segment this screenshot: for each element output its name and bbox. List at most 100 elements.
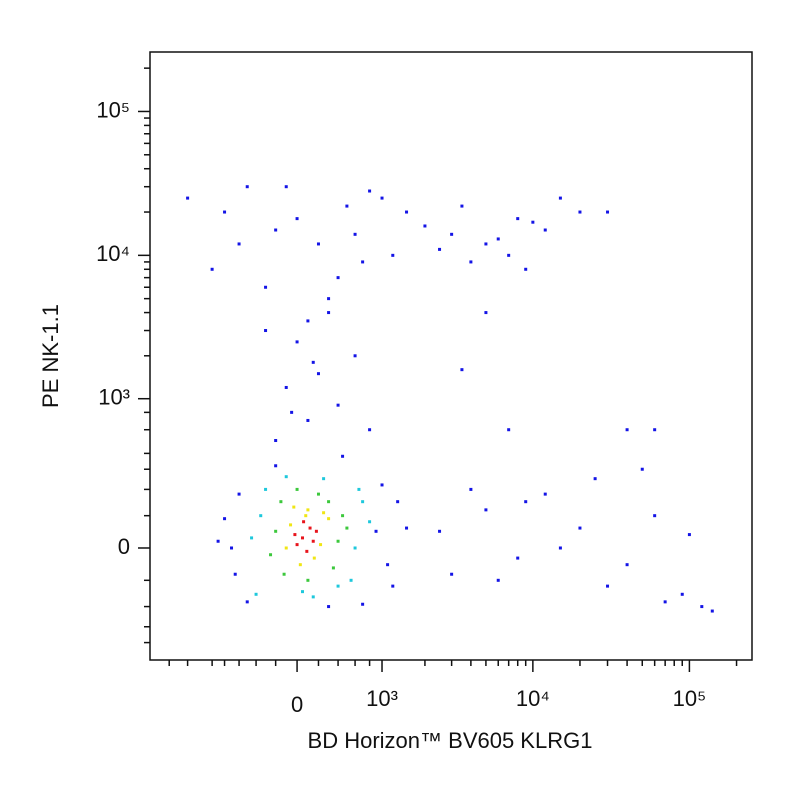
data-point	[469, 260, 473, 264]
data-point	[361, 260, 365, 264]
data-point	[295, 340, 299, 344]
data-point	[391, 253, 395, 257]
data-point	[306, 508, 310, 512]
data-point	[295, 487, 299, 491]
data-point	[345, 204, 349, 208]
data-point	[289, 523, 293, 527]
data-point	[245, 185, 249, 189]
data-point	[341, 454, 345, 458]
data-point	[316, 372, 320, 376]
data-point	[349, 578, 353, 582]
data-point	[274, 464, 278, 468]
data-point	[496, 578, 500, 582]
data-point	[327, 500, 331, 504]
plot-frame	[149, 51, 753, 661]
data-point	[423, 224, 427, 228]
data-point	[543, 228, 547, 232]
data-point	[368, 189, 372, 193]
data-point	[438, 529, 442, 533]
data-point	[186, 196, 190, 200]
data-point	[336, 403, 340, 407]
data-point	[374, 529, 378, 533]
data-point	[640, 467, 644, 471]
y-tick-label: 10⁴	[96, 241, 130, 266]
data-point	[524, 267, 528, 271]
data-point	[210, 267, 214, 271]
data-point	[327, 311, 331, 315]
data-point	[322, 511, 326, 515]
data-point	[311, 360, 315, 364]
data-point	[237, 242, 241, 246]
data-point	[233, 572, 237, 576]
data-point	[237, 492, 241, 496]
data-point	[484, 242, 488, 246]
data-point	[606, 210, 610, 214]
data-point	[507, 428, 511, 432]
y-tick-label: 10⁵	[96, 97, 130, 122]
data-point	[710, 609, 714, 613]
data-point	[391, 584, 395, 588]
data-point	[284, 385, 288, 389]
data-point	[293, 533, 297, 537]
data-point	[653, 514, 657, 518]
data-point	[336, 584, 340, 588]
data-point	[230, 546, 234, 550]
data-point	[259, 514, 263, 518]
data-point	[301, 590, 305, 594]
data-point	[336, 276, 340, 280]
data-point	[516, 217, 520, 221]
data-point	[345, 526, 349, 530]
x-axis-title: BD Horizon™ BV605 KLRG1	[308, 728, 593, 753]
data-point	[311, 539, 315, 543]
data-point	[223, 517, 227, 521]
data-point	[304, 514, 308, 518]
data-point	[264, 329, 268, 333]
data-point	[302, 520, 306, 524]
data-point	[469, 487, 473, 491]
x-tick-label: 0	[291, 692, 303, 717]
data-point	[245, 600, 249, 604]
data-point	[484, 508, 488, 512]
data-point	[295, 217, 299, 221]
data-point	[543, 492, 547, 496]
data-point	[405, 210, 409, 214]
data-point	[336, 539, 340, 543]
data-point	[223, 210, 227, 214]
x-tick-label: 10⁴	[516, 686, 550, 711]
y-tick-label: 0	[118, 534, 130, 559]
data-point	[264, 285, 268, 289]
data-point	[361, 602, 365, 606]
data-point	[331, 566, 335, 570]
data-point	[578, 210, 582, 214]
data-point	[250, 536, 254, 540]
data-point	[700, 605, 704, 609]
data-point	[663, 600, 667, 604]
data-point	[308, 526, 312, 530]
data-point	[319, 543, 323, 547]
data-point	[306, 578, 310, 582]
y-axis-title: PE NK-1.1	[38, 304, 63, 408]
data-point	[460, 204, 464, 208]
data-point	[484, 311, 488, 315]
data-point	[312, 556, 316, 560]
data-point	[386, 563, 390, 567]
data-point	[625, 563, 629, 567]
data-point	[438, 247, 442, 251]
data-point	[295, 543, 299, 547]
data-point	[290, 410, 294, 414]
data-point	[327, 297, 331, 301]
data-point	[311, 595, 315, 599]
data-point	[524, 500, 528, 504]
data-point	[368, 428, 372, 432]
data-point	[301, 536, 305, 540]
data-point	[274, 529, 278, 533]
data-point	[274, 439, 278, 443]
data-point	[380, 483, 384, 487]
data-point	[264, 487, 268, 491]
data-point	[298, 563, 302, 567]
data-point	[507, 253, 511, 257]
data-point	[593, 477, 597, 481]
data-point	[254, 592, 258, 596]
data-point	[284, 546, 288, 550]
data-point	[284, 475, 288, 479]
